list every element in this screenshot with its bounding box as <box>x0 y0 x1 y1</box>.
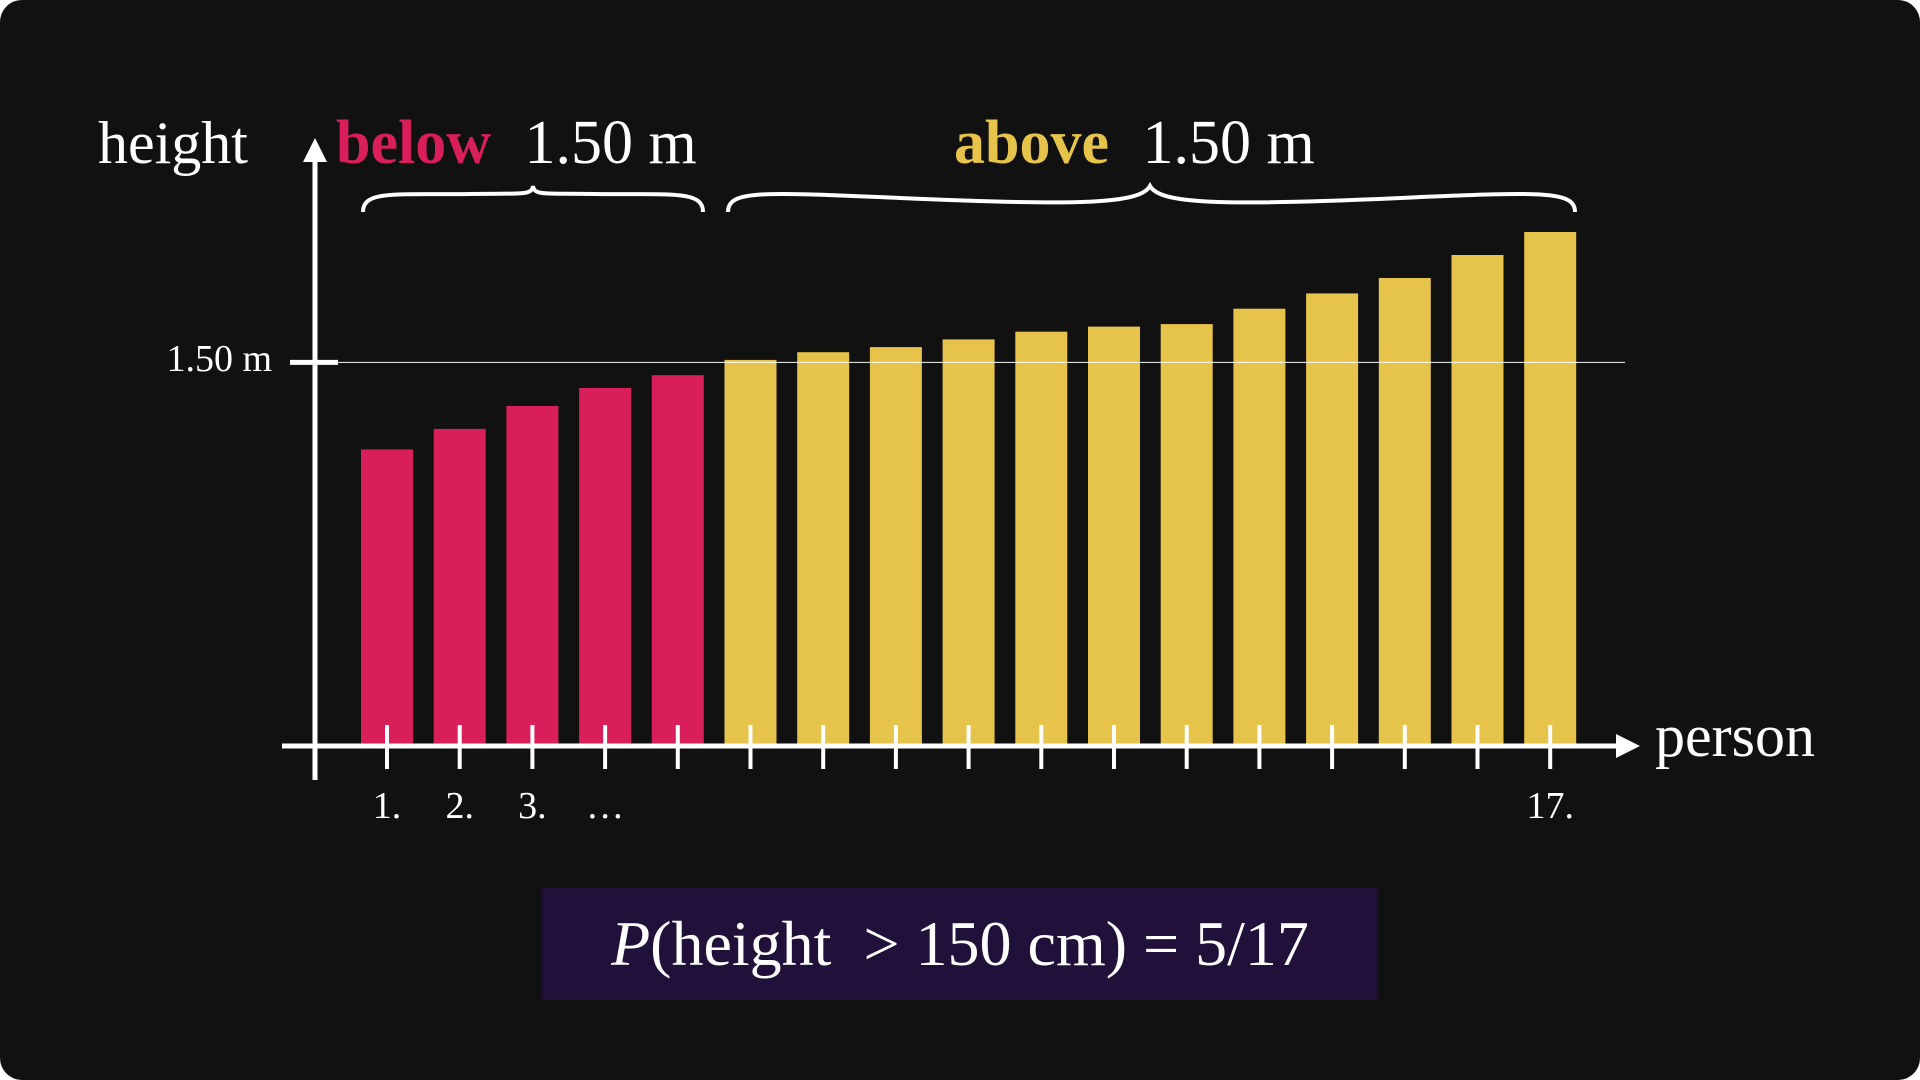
formula-rest: (height > 150 cm) = 5/17 <box>650 908 1309 979</box>
y-axis-label: height <box>98 110 248 176</box>
x-tick-label-2: 2. <box>445 785 474 827</box>
below-threshold: 1.50 m <box>525 109 697 177</box>
x-tick-label-3: 3. <box>518 785 547 827</box>
above-heading: above 1.50 m <box>954 109 1315 177</box>
bar-person-10 <box>1015 331 1068 746</box>
bar-person-8 <box>869 347 922 746</box>
formula-p: P <box>611 908 651 979</box>
bar-person-16 <box>1451 255 1504 746</box>
x-axis-label: person <box>1655 703 1815 769</box>
threshold-label: 1.50 m <box>166 338 272 380</box>
bar-person-9 <box>942 339 995 746</box>
bar-person-5 <box>651 375 704 746</box>
bar-person-3 <box>506 405 559 746</box>
bar-person-14 <box>1306 293 1359 746</box>
above-threshold: 1.50 m <box>1143 109 1315 177</box>
bar-person-1 <box>361 449 413 746</box>
above-brace <box>726 181 1577 213</box>
x-tick-label-1: 1. <box>373 785 402 827</box>
probability-formula: P (height > 150 cm) = 5/17 <box>542 888 1378 1000</box>
below-brace <box>361 185 705 213</box>
above-word: above <box>954 109 1109 177</box>
x-axis-arrowhead <box>1616 734 1640 758</box>
bar-person-17 <box>1524 232 1577 746</box>
bar-person-2 <box>433 428 486 746</box>
bar-person-13 <box>1233 308 1286 746</box>
bar-person-6 <box>724 359 777 746</box>
bar-person-7 <box>797 352 850 746</box>
x-ticks-group: 1. 2. 3. … 17. <box>373 725 1574 827</box>
bar-person-12 <box>1160 324 1213 746</box>
bars-group <box>361 232 1577 746</box>
bar-person-15 <box>1378 278 1431 746</box>
below-heading: below 1.50 m <box>336 109 697 177</box>
x-tick-label-17: 17. <box>1526 785 1574 827</box>
below-word: below <box>336 109 491 177</box>
x-tick-label-4: … <box>586 785 624 827</box>
y-axis-arrowhead <box>303 138 327 162</box>
bar-person-11 <box>1088 326 1140 746</box>
bar-person-4 <box>579 388 632 746</box>
